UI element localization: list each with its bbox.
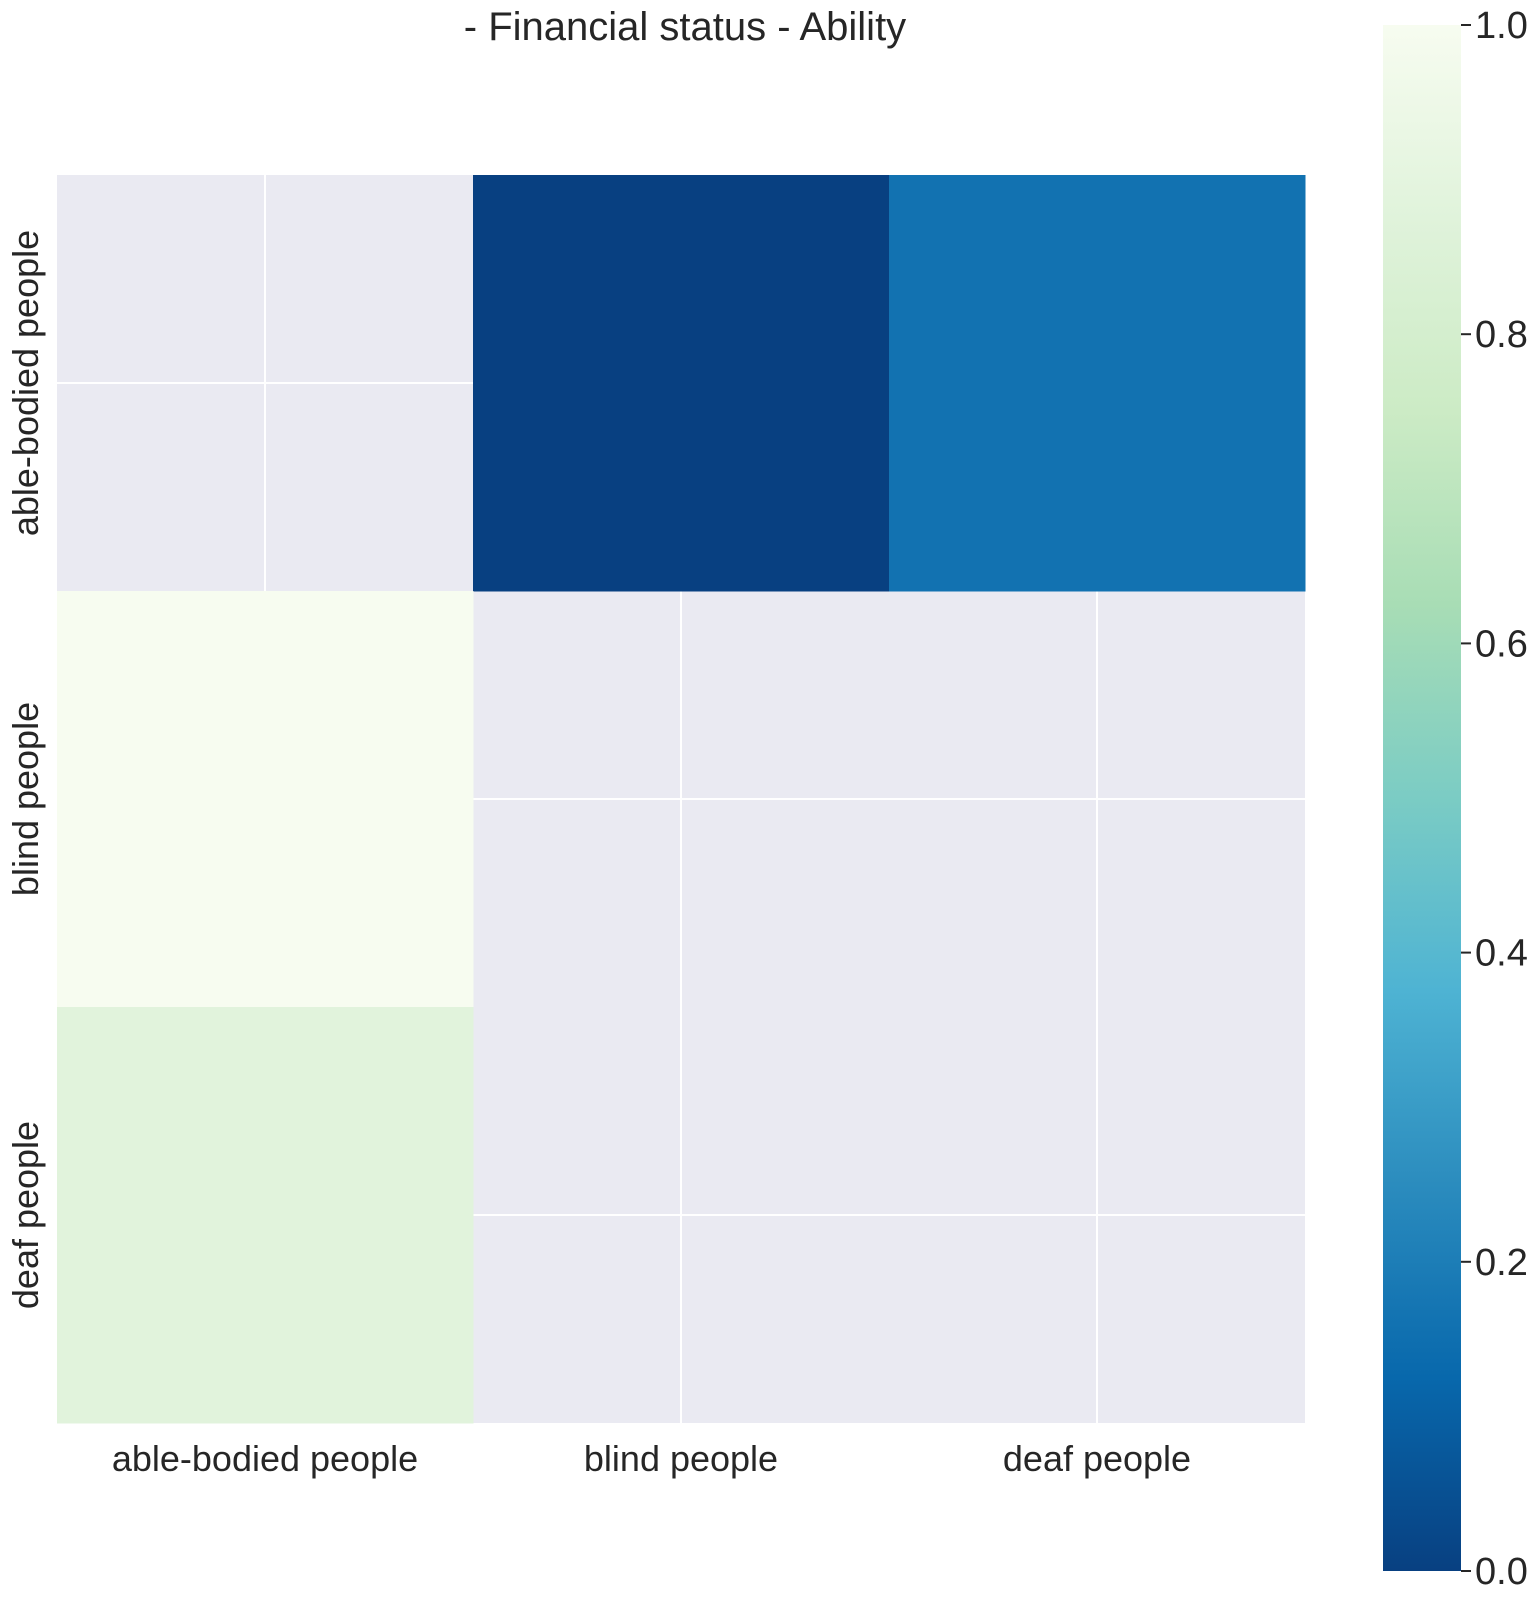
y-tick-label: deaf people bbox=[5, 1121, 46, 1309]
colorbar-gradient-bar bbox=[1383, 25, 1461, 1571]
plot-area bbox=[57, 175, 1306, 1424]
heatmap-cell bbox=[57, 1007, 474, 1424]
colorbar-tick-label: 0.6 bbox=[1475, 623, 1528, 665]
x-tick-label: able-bodied people bbox=[112, 1438, 418, 1479]
x-tick-label: deaf people bbox=[1003, 1438, 1191, 1479]
x-axis-tick-labels: able-bodied people blind people deaf peopl… bbox=[112, 1438, 1191, 1479]
heatmap-cell bbox=[57, 591, 474, 1008]
colorbar: 0.0 0.2 0.4 0.6 0.8 1.0 bbox=[1383, 5, 1528, 1593]
colorbar-ticks: 0.0 0.2 0.4 0.6 0.8 1.0 bbox=[1461, 5, 1528, 1593]
colorbar-tick-label: 0.8 bbox=[1475, 314, 1528, 356]
colorbar-tick-label: 0.2 bbox=[1475, 1242, 1528, 1284]
heatmap-cell bbox=[473, 175, 890, 592]
heatmap-cell bbox=[889, 175, 1306, 592]
y-axis-tick-labels: able-bodied people blind people deaf peopl… bbox=[5, 230, 46, 1309]
x-tick-label: blind people bbox=[584, 1438, 778, 1479]
colorbar-tick-label: 1.0 bbox=[1475, 5, 1528, 47]
chart-title: - Financial status - Ability bbox=[464, 5, 906, 49]
y-tick-label: able-bodied people bbox=[5, 230, 46, 536]
y-tick-label: blind people bbox=[5, 702, 46, 896]
colorbar-tick-label: 0.0 bbox=[1475, 1551, 1528, 1593]
colorbar-tick-label: 0.4 bbox=[1475, 933, 1528, 975]
